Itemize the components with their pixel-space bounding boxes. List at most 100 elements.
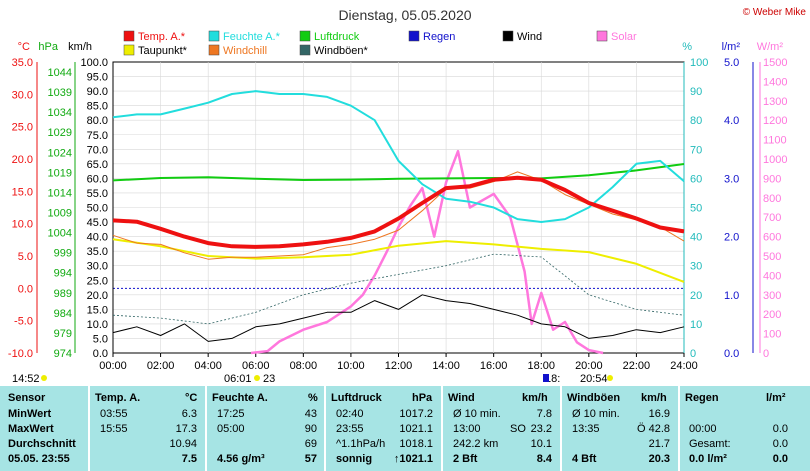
- table-cell-press-time: 02:40: [336, 408, 364, 420]
- tick-label-wind: 60.0: [87, 173, 108, 185]
- tick-label-humidity: 40: [690, 232, 702, 244]
- tick-label-rain: 3.0: [724, 173, 739, 185]
- tick-label-wind: 5.0: [93, 333, 108, 345]
- tick-label-wind: 35.0: [87, 246, 108, 258]
- tick-label-pressure: 1034: [48, 107, 72, 119]
- legend-swatch: [596, 30, 608, 42]
- x-tick-label: 22:00: [623, 360, 651, 372]
- tick-label-wind: 65.0: [87, 159, 108, 171]
- tick-label-solar: 600: [763, 232, 781, 244]
- x-tick-label: 12:00: [385, 360, 413, 372]
- tick-label-rain: 2.0: [724, 232, 739, 244]
- header-rain-unit: l/m²: [766, 392, 786, 404]
- tick-label-wind: 0.0: [93, 348, 108, 360]
- table-cell-wind-val: 8.4: [536, 453, 552, 465]
- table-cell-hum-time: 05:00: [217, 423, 245, 435]
- table-cell-gust-val: 16.9: [648, 408, 670, 420]
- x-tick-label: 16:00: [480, 360, 508, 372]
- legend-label: Solar: [611, 31, 637, 43]
- table-cell-gust-a: 4 Bft: [572, 453, 597, 465]
- table-cell-wind-a: 242.2 km: [453, 438, 499, 450]
- tick-label-pressure: 1004: [48, 228, 72, 240]
- tick-label-solar: 400: [763, 270, 781, 282]
- tick-label-wind: 10.0: [87, 319, 108, 331]
- header-temp: Temp. A.: [95, 392, 141, 404]
- table-cell-label: 05.05. 23:55: [8, 453, 70, 465]
- tick-label-humidity: 0: [690, 348, 696, 360]
- tick-label-temp: 15.0: [12, 186, 33, 198]
- tick-label-temp: 5.0: [18, 251, 33, 263]
- weather-chart: Dienstag, 05.05.2020 © Weber Mike Temp. A.…: [8, 7, 807, 385]
- tick-label-temp: 30.0: [12, 89, 33, 101]
- tick-label-humidity: 90: [690, 86, 702, 98]
- x-tick-label: 20:00: [575, 360, 603, 372]
- table-cell-label: Durchschnitt: [8, 438, 76, 450]
- legend-label: Windböen*: [314, 45, 369, 57]
- table-cell-gust-a: 13:35: [572, 423, 600, 435]
- table-cell-wind-a: 13:00: [453, 423, 481, 435]
- table-cell-press-time: ^1.1hPa/h: [336, 438, 386, 450]
- legend-label: Regen: [423, 31, 455, 43]
- tick-label-pressure: 1009: [48, 208, 72, 220]
- tick-label-wind: 45.0: [87, 217, 108, 229]
- tick-label-rain: 1.0: [724, 290, 739, 302]
- tick-label-pressure: 979: [54, 328, 72, 340]
- tick-label-temp: -10.0: [8, 348, 33, 360]
- tick-label-wind: 75.0: [87, 130, 108, 142]
- tick-label-pressure: 1029: [48, 127, 72, 139]
- tick-label-rain: 5.0: [724, 57, 739, 69]
- x-tick-label: 08:00: [290, 360, 318, 372]
- tick-label-solar: 500: [763, 251, 781, 263]
- tick-label-solar: 800: [763, 193, 781, 205]
- tick-label-solar: 900: [763, 173, 781, 185]
- chart-title: Dienstag, 05.05.2020: [338, 7, 471, 23]
- tick-label-humidity: 60: [690, 173, 702, 185]
- table-cell-press-val: ↑1021.1: [393, 453, 433, 465]
- legend-label: Taupunkt*: [138, 45, 188, 57]
- sunrise-icon: [254, 375, 260, 381]
- table-cell-press-time: 23:55: [336, 423, 364, 435]
- table-cell-temp-time: 03:55: [100, 408, 128, 420]
- tick-label-pressure: 999: [54, 248, 72, 260]
- table-cell-hum-time: 17:25: [217, 408, 245, 420]
- table-cell-press-val: 1021.1: [399, 423, 433, 435]
- table-cell-gust-a: Ø 10 min.: [572, 408, 620, 420]
- summary-table: Sensor Temp. A. °C Feuchte A. % Luftdruc…: [0, 386, 810, 471]
- tick-label-rain: 0.0: [724, 348, 739, 360]
- sunrise-time: 06:01: [224, 373, 252, 385]
- legend-swatch: [123, 44, 135, 56]
- series-line-windb-en: [112, 253, 685, 325]
- table-cell-wind-val: 7.8: [536, 408, 552, 420]
- header-sensor: Sensor: [8, 392, 46, 404]
- tick-label-wind: 50.0: [87, 203, 108, 215]
- legend-swatch: [408, 30, 420, 42]
- legend-label: Feuchte A.*: [223, 31, 281, 43]
- axis-unit-wind: km/h: [68, 41, 92, 53]
- tick-label-temp: 20.0: [12, 154, 33, 166]
- table-cell-temp-val: 7.5: [181, 453, 197, 465]
- tick-label-solar: 200: [763, 309, 781, 321]
- table-cell-hum-val: 69: [304, 438, 317, 450]
- series-line-temp-a: [112, 175, 685, 249]
- tick-label-solar: 700: [763, 212, 781, 224]
- tick-label-solar: 1200: [763, 115, 787, 127]
- table-cell-rain-val: 0.0: [772, 423, 788, 435]
- tick-label-humidity: 10: [690, 319, 702, 331]
- table-cell-press-time: sonnig: [336, 453, 373, 465]
- table-cell-wind-a: Ø 10 min.: [453, 408, 501, 420]
- tick-label-wind: 20.0: [87, 290, 108, 302]
- tick-label-wind: 40.0: [87, 232, 108, 244]
- header-humidity: Feuchte A.: [212, 392, 268, 404]
- brand-label: © Weber Mike: [743, 7, 807, 18]
- series-line-taupunkt: [112, 238, 685, 283]
- x-tick-label: 02:00: [147, 360, 175, 372]
- tick-label-wind: 90.0: [87, 86, 108, 98]
- x-tick-label: 14:00: [432, 360, 460, 372]
- tick-label-wind: 85.0: [87, 101, 108, 113]
- x-tick-label: 10:00: [337, 360, 365, 372]
- header-humidity-unit: %: [308, 392, 318, 404]
- tick-label-wind: 95.0: [87, 72, 108, 84]
- table-cell-label: MinWert: [8, 408, 52, 420]
- tick-label-temp: -5.0: [14, 316, 33, 328]
- table-cell-wind-val: 10.1: [530, 438, 552, 450]
